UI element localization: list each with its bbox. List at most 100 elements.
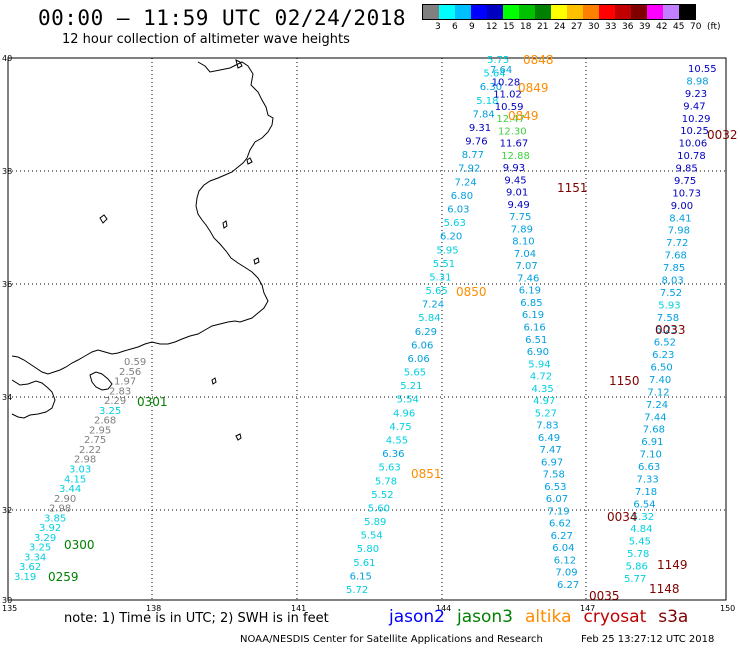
swh-value: 7.92 (458, 164, 480, 175)
legend-tick: 30 (588, 22, 600, 32)
legend-swatch (503, 5, 519, 19)
swh-value: 6.19 (519, 286, 541, 297)
legend-tick: 3 (435, 22, 441, 32)
lat-label: 40 (2, 54, 12, 63)
swh-value: 6.80 (451, 191, 473, 202)
swh-value: 3.25 (99, 406, 121, 417)
legend-swatch (599, 5, 615, 19)
swh-value: 10.73 (672, 188, 701, 199)
lat-label: 34 (2, 393, 12, 402)
swh-value: 7.33 (637, 475, 659, 486)
pass-time-label: 0848 (523, 53, 554, 67)
swh-value: 8.41 (669, 213, 691, 224)
swh-value: 2.68 (94, 416, 116, 427)
legend-swatch (647, 5, 663, 19)
swh-value: 8.03 (662, 276, 684, 287)
legend-swatch (583, 5, 599, 19)
swh-value: 6.36 (382, 449, 404, 460)
swh-value: 6.19 (522, 310, 544, 321)
pass-time-label: 0035 (589, 589, 620, 603)
swh-value: 7.58 (657, 313, 679, 324)
swh-value: 6.50 (651, 363, 673, 374)
legend-tick: 15 (503, 22, 515, 32)
legend-tick: 24 (554, 22, 566, 32)
legend-tick: 18 (520, 22, 532, 32)
pass-time-label: 1148 (649, 582, 680, 596)
note-text: note: 1) Time is in UTC; 2) SWH is in fe… (64, 611, 329, 626)
swh-value: 7.72 (666, 238, 688, 249)
legend-swatch (455, 5, 471, 19)
swh-value: 7.19 (547, 506, 569, 517)
swh-value: 5.95 (436, 245, 458, 256)
swh-value: 4.84 (630, 524, 652, 535)
satellite-legend: jason2 jason3 altika cryosat s3a (389, 607, 700, 627)
swh-value: 8.98 (686, 76, 708, 87)
legend-ticks: 3 6 9 12 15 18 21 24 27 30 33 36 39 42 45 70 (ft) (422, 20, 721, 34)
swh-value: 8.10 (512, 237, 534, 248)
swh-value: 3.25 (29, 543, 51, 554)
satellite-jason2: jason2 (389, 607, 445, 627)
swh-value: 10.25 (680, 126, 709, 137)
swh-value: 3.92 (39, 523, 61, 534)
map-subtitle: 12 hour collection of altimeter wave hei… (62, 32, 350, 47)
swh-value: 12.88 (501, 151, 530, 162)
swh-value: 10.59 (495, 102, 524, 113)
swh-value: 5.60 (368, 504, 390, 515)
swh-value: 12.30 (498, 126, 527, 137)
swh-value: 3.29 (34, 533, 56, 544)
swh-value: 3.85 (44, 513, 66, 524)
swh-value: 6.29 (415, 327, 437, 338)
swh-value: 5.65 (426, 286, 448, 297)
satellite-jason3: jason3 (457, 607, 513, 627)
swh-value: 4.15 (64, 474, 86, 485)
swh-value: 5.94 (528, 359, 550, 370)
legend-tick: 45 (673, 22, 685, 32)
swh-value: 5.84 (418, 313, 440, 324)
swh-value: 7.75 (509, 212, 531, 223)
swh-value: 3.19 (14, 572, 36, 583)
swh-value: 2.75 (84, 435, 106, 446)
time-labels: 0848 0849 0849 0032 1151 0850 0033 1150 0301 0851… (48, 53, 738, 603)
swh-value: 4.72 (530, 372, 552, 383)
swh-value: 4.97 (533, 396, 555, 407)
pass-time-label: 0259 (48, 570, 79, 584)
swh-value: 5.18 (476, 96, 498, 107)
swh-value: 9.93 (503, 163, 525, 174)
legend-tick: 36 (622, 22, 634, 32)
swh-value: 10.55 (688, 64, 717, 75)
legend-swatch (423, 5, 439, 19)
swh-value: 5.78 (375, 476, 397, 487)
legend-swatch (471, 5, 487, 19)
swh-value: 9.49 (508, 200, 530, 211)
swh-value: 2.83 (109, 386, 131, 397)
swh-value: 6.23 (652, 350, 674, 361)
pass-time-label: 0849 (508, 109, 539, 123)
swh-value: 7.68 (665, 251, 687, 262)
swh-value: 7.12 (647, 387, 669, 398)
swh-value: 7.24 (455, 177, 477, 188)
swh-value: 6.97 (541, 457, 563, 468)
swh-value: 3.62 (19, 562, 41, 573)
swh-value: 7.52 (660, 288, 682, 299)
swh-value: 9.23 (685, 89, 707, 100)
swh-value: 9.76 (465, 137, 487, 148)
swh-value: 4.96 (393, 408, 415, 419)
swh-value: 6.63 (638, 462, 660, 473)
swh-value: 9.75 (674, 176, 696, 187)
legend-tick: 6 (452, 22, 458, 32)
swh-value: 5.89 (364, 517, 386, 528)
swh-value: 5.65 (404, 368, 426, 379)
swh-value: 7.09 (555, 568, 577, 579)
lat-label: 32 (2, 506, 12, 515)
swh-value: 6.62 (549, 519, 571, 530)
swh-value: 6.90 (527, 347, 549, 358)
legend-tick: 39 (639, 22, 651, 32)
legend-swatch (535, 5, 551, 19)
map-frame (7, 57, 727, 601)
swh-value: 5.64 (483, 69, 505, 80)
legend-swatch (439, 5, 455, 19)
swh-value: 5.51 (433, 259, 455, 270)
swh-value: 9.85 (676, 164, 698, 175)
pass-time-label: 0850 (456, 285, 487, 299)
swh-value: 10.28 (492, 77, 521, 88)
